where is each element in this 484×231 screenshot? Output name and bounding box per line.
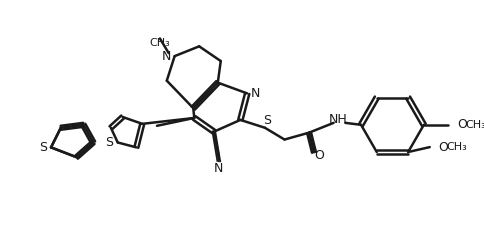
Text: S: S bbox=[105, 136, 113, 149]
Text: N: N bbox=[162, 50, 171, 63]
Text: CH₃: CH₃ bbox=[446, 142, 467, 152]
Text: O: O bbox=[438, 141, 448, 154]
Text: CH₃: CH₃ bbox=[149, 38, 170, 48]
Text: S: S bbox=[262, 114, 270, 127]
Text: O: O bbox=[456, 118, 466, 131]
Text: O: O bbox=[313, 149, 323, 162]
Text: NH: NH bbox=[329, 113, 347, 126]
Text: S: S bbox=[39, 141, 47, 154]
Text: N: N bbox=[213, 162, 223, 176]
Text: N: N bbox=[250, 87, 259, 100]
Text: CH₃: CH₃ bbox=[465, 120, 484, 130]
